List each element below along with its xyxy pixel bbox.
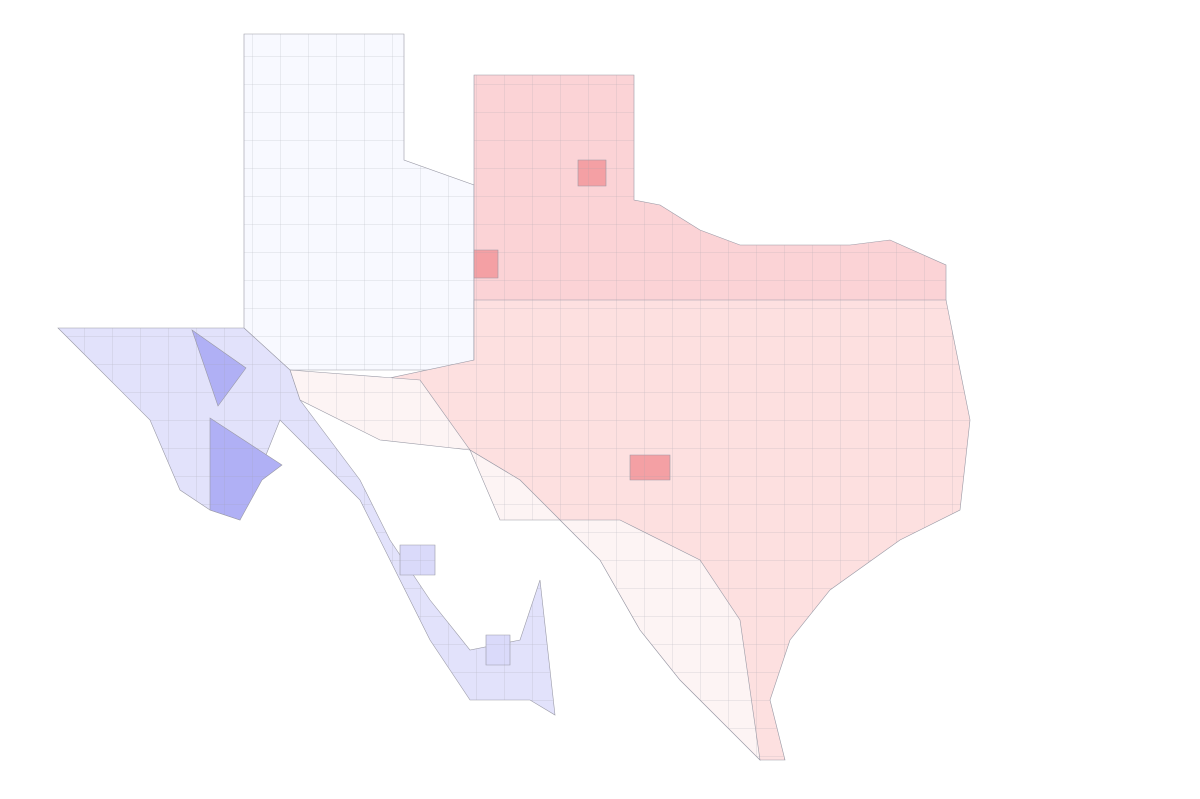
county-lines: [58, 328, 555, 715]
county-lines: [486, 635, 510, 665]
county-lines: [630, 455, 670, 480]
county-lines: [290, 370, 760, 760]
county-lines: [380, 300, 970, 760]
county-lines: [400, 545, 435, 575]
county-lines: [244, 34, 474, 370]
county-lines: [210, 418, 282, 520]
county-lines: [578, 160, 606, 186]
county-lines: [474, 250, 498, 278]
regions: [57, 33, 971, 761]
county-lines: [192, 330, 246, 406]
